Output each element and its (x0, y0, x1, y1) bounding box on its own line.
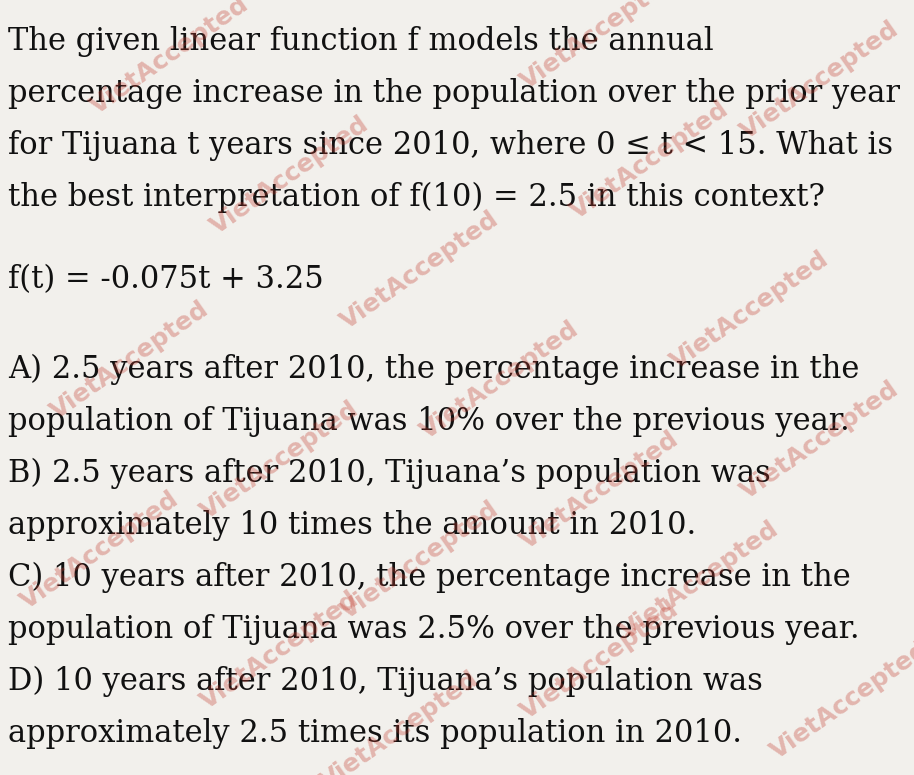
Text: VietAccepted: VietAccepted (316, 666, 484, 775)
Text: population of Tijuana was 10% over the previous year.: population of Tijuana was 10% over the p… (8, 405, 850, 436)
Text: The given linear function f models the annual: The given linear function f models the a… (8, 26, 714, 57)
Text: VietAccepted: VietAccepted (567, 96, 734, 223)
Text: for Tijuana t years since 2010, where 0 ≤ t < 15. What is: for Tijuana t years since 2010, where 0 … (8, 129, 893, 160)
Text: VietAccepted: VietAccepted (766, 636, 914, 763)
Text: VietAccepted: VietAccepted (47, 296, 214, 424)
Text: approximately 10 times the amount in 2010.: approximately 10 times the amount in 201… (8, 510, 696, 541)
Text: VietAccepted: VietAccepted (616, 516, 783, 643)
Text: approximately 2.5 times its population in 2010.: approximately 2.5 times its population i… (8, 718, 742, 749)
Text: VietAccepted: VietAccepted (666, 246, 834, 374)
Text: VietAccepted: VietAccepted (207, 112, 374, 239)
Text: B) 2.5 years after 2010, Tijuana’s population was: B) 2.5 years after 2010, Tijuana’s popul… (8, 457, 771, 488)
Text: population of Tijuana was 2.5% over the previous year.: population of Tijuana was 2.5% over the … (8, 614, 860, 645)
Text: VietAccepted: VietAccepted (417, 316, 584, 443)
Text: C) 10 years after 2010, the percentage increase in the: C) 10 years after 2010, the percentage i… (8, 561, 851, 593)
Text: A) 2.5 years after 2010, the percentage increase in the: A) 2.5 years after 2010, the percentage … (8, 353, 859, 384)
Text: the best interpretation of f(10) = 2.5 in this context?: the best interpretation of f(10) = 2.5 i… (8, 181, 824, 212)
Text: VietAccepted: VietAccepted (16, 487, 184, 614)
Text: VietAccepted: VietAccepted (86, 0, 253, 119)
Text: VietAccepted: VietAccepted (336, 206, 504, 333)
Text: VietAccepted: VietAccepted (516, 426, 684, 553)
Text: VietAccepted: VietAccepted (197, 397, 364, 524)
Text: VietAccepted: VietAccepted (737, 16, 904, 143)
Text: percentage increase in the population over the prior year: percentage increase in the population ov… (8, 78, 900, 108)
Text: VietAccepted: VietAccepted (516, 0, 684, 94)
Text: VietAccepted: VietAccepted (737, 377, 904, 504)
Text: VietAccepted: VietAccepted (516, 597, 684, 724)
Text: f(t) = -0.075t + 3.25: f(t) = -0.075t + 3.25 (8, 264, 324, 294)
Text: D) 10 years after 2010, Tijuana’s population was: D) 10 years after 2010, Tijuana’s popula… (8, 666, 763, 697)
Text: VietAccepted: VietAccepted (197, 587, 364, 714)
Text: VietAccepted: VietAccepted (336, 497, 504, 624)
